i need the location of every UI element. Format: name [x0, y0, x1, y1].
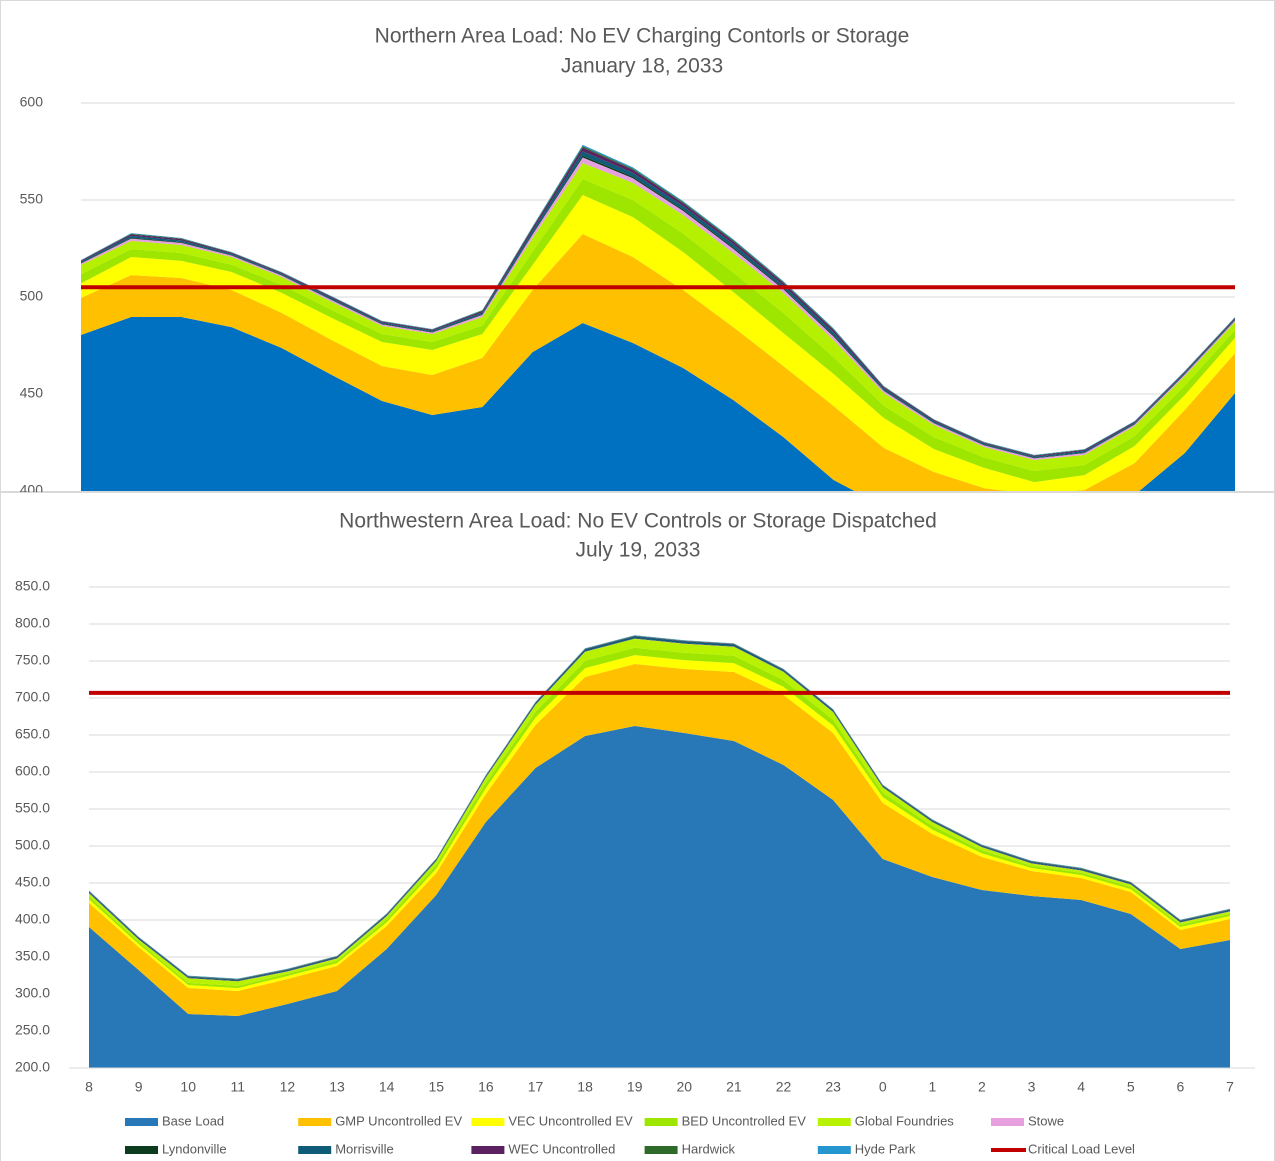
y-tick-label: 250.0 [15, 1022, 50, 1038]
legend-label: Critical Load Level [1028, 1141, 1135, 1156]
plot [81, 144, 1235, 491]
y-tick-label: 300.0 [15, 985, 50, 1001]
x-tick-label: 21 [726, 1079, 742, 1095]
y-tick-label: 550.0 [15, 800, 50, 816]
x-tick-label: 10 [180, 1079, 196, 1095]
y-tick-label: 500.0 [15, 837, 50, 853]
legend-label: Hardwick [682, 1141, 736, 1156]
legend-swatch [644, 1146, 678, 1154]
x-tick-label: 20 [677, 1079, 693, 1095]
x-tick-label: 12 [280, 1079, 296, 1095]
legend-swatch [125, 1118, 158, 1126]
x-tick-label: 22 [776, 1079, 792, 1095]
legend-swatch [298, 1118, 332, 1126]
area [81, 316, 1235, 491]
legend-label: Base Load [162, 1113, 224, 1128]
x-tick-label: 1 [928, 1079, 936, 1095]
y-tick-label: 400 [20, 482, 44, 492]
legend-label: WEC Uncontrolled [508, 1141, 615, 1156]
x-tick-label: 7 [1226, 1079, 1234, 1095]
area [81, 179, 1235, 483]
plot [89, 635, 1230, 1068]
legend-label: VEC Uncontrolled EV [508, 1113, 633, 1128]
x-tick-label: 18 [577, 1079, 593, 1095]
y-tick-label: 500 [20, 288, 44, 304]
legend-swatch [817, 1118, 851, 1126]
y-tick-label: 350.0 [15, 948, 50, 964]
chart-title: Northwestern Area Load: No EV Controls o… [339, 510, 937, 533]
y-tick-label: 600 [20, 94, 44, 110]
area [89, 725, 1230, 1068]
y-tick-label: 600.0 [15, 763, 50, 779]
y-tick-label: 650.0 [15, 726, 50, 742]
legend-label: Hyde Park [855, 1141, 916, 1156]
chart-subtitle: January 18, 2033 [561, 55, 723, 78]
legend-label: BED Uncontrolled EV [682, 1113, 807, 1128]
area [81, 162, 1235, 472]
x-tick-label: 17 [528, 1079, 544, 1095]
chart-northwestern: Northwestern Area Load: No EV Controls o… [0, 492, 1275, 1161]
x-tick-label: 9 [135, 1079, 143, 1095]
x-tick-label: 23 [825, 1079, 841, 1095]
y-tick-label: 550 [20, 191, 44, 207]
legend-label: Global Foundries [855, 1113, 954, 1128]
legend-label: GMP Uncontrolled EV [335, 1113, 462, 1128]
legend-swatch [298, 1146, 332, 1154]
x-tick-label: 2 [978, 1079, 986, 1095]
x-tick-label: 16 [478, 1079, 494, 1095]
legend-swatch [991, 1118, 1024, 1126]
legend-swatch [471, 1146, 505, 1154]
x-tick-label: 0 [879, 1079, 887, 1095]
legend-swatch [644, 1118, 678, 1126]
chart-subtitle: July 19, 2033 [576, 539, 701, 562]
y-tick-label: 850.0 [15, 578, 50, 594]
legend-label: Lyndonville [162, 1141, 227, 1156]
y-tick-label: 450 [20, 385, 44, 401]
x-tick-label: 5 [1127, 1079, 1135, 1095]
x-tick-label: 6 [1176, 1079, 1184, 1095]
legend-swatch [471, 1118, 505, 1126]
legend-swatch [125, 1146, 158, 1154]
chart-title: Northern Area Load: No EV Charging Conto… [375, 25, 910, 48]
x-tick-label: 14 [379, 1079, 395, 1095]
x-tick-label: 8 [85, 1079, 93, 1095]
y-tick-label: 700.0 [15, 689, 50, 705]
x-tick-label: 11 [231, 1079, 246, 1095]
y-tick-label: 400.0 [15, 911, 50, 927]
legend-label: Stowe [1028, 1113, 1064, 1128]
y-tick-label: 450.0 [15, 874, 50, 890]
y-tick-label: 200.0 [15, 1059, 50, 1075]
x-tick-label: 19 [627, 1079, 643, 1095]
legend-swatch [817, 1146, 851, 1154]
legend-label: Morrisville [335, 1141, 394, 1156]
x-tick-label: 13 [329, 1079, 345, 1095]
y-tick-label: 750.0 [15, 652, 50, 668]
y-tick-label: 800.0 [15, 615, 50, 631]
x-tick-label: 4 [1077, 1079, 1085, 1095]
chart-northern: Northern Area Load: No EV Charging Conto… [0, 0, 1275, 492]
x-tick-label: 3 [1028, 1079, 1036, 1095]
x-tick-label: 15 [428, 1079, 444, 1095]
area [81, 194, 1235, 491]
